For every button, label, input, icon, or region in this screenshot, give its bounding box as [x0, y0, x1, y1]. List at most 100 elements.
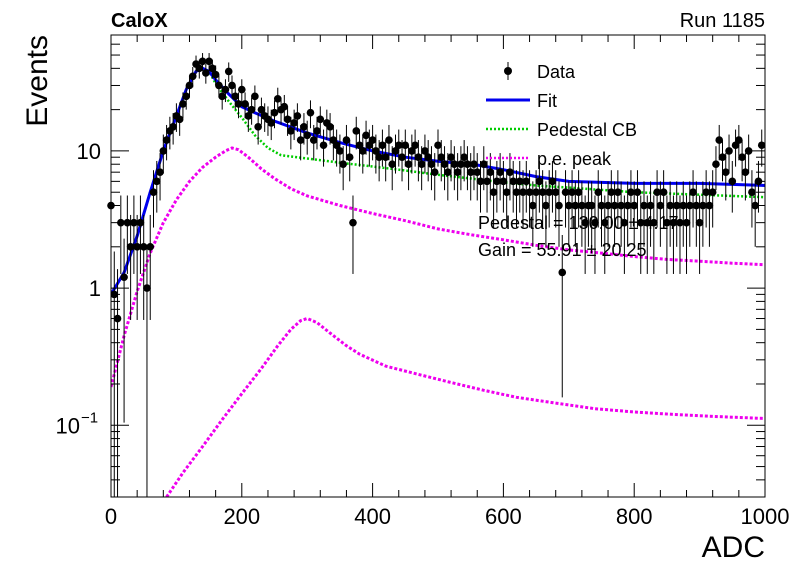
data-point-marker: [721, 168, 730, 176]
data-point-marker: [362, 131, 370, 140]
data-point-marker: [388, 160, 397, 169]
data-point: [238, 79, 246, 103]
data-point-marker: [130, 218, 138, 227]
data-point-marker: [466, 168, 475, 176]
data-point-marker: [574, 188, 583, 197]
data-point-marker: [287, 127, 295, 135]
data-point-marker: [757, 141, 766, 150]
data-point-marker: [247, 105, 256, 114]
data-point: [156, 153, 164, 201]
data-point-marker: [179, 100, 187, 108]
data-point-marker: [175, 115, 184, 124]
data-point-marker: [515, 177, 524, 186]
data-point: [614, 170, 622, 228]
data-point-marker: [303, 131, 312, 140]
data-point: [470, 146, 478, 191]
data-point-marker: [234, 100, 243, 108]
data-point-marker: [414, 153, 423, 162]
data-point-marker: [296, 136, 305, 144]
data-point: [447, 140, 455, 182]
data-point: [385, 124, 393, 161]
data-point-marker: [470, 160, 478, 169]
data-point: [404, 146, 413, 191]
data-point-marker: [512, 188, 521, 197]
data-point: [188, 66, 197, 88]
data-point: [257, 97, 266, 125]
data-point: [643, 195, 652, 274]
data-point: [600, 195, 609, 274]
data-point: [640, 181, 648, 247]
data-point-marker: [568, 188, 576, 197]
y-tick-label: 1: [89, 276, 101, 301]
data-point: [695, 195, 704, 274]
data-point: [493, 160, 501, 213]
data-point: [578, 181, 586, 247]
data-point-marker: [460, 153, 468, 162]
data-point-marker: [221, 85, 230, 94]
data-point: [653, 170, 661, 228]
data-point-marker: [447, 153, 455, 162]
data-point: [548, 160, 557, 213]
data-point: [336, 134, 344, 174]
data-point-marker: [610, 201, 619, 210]
data-point-marker: [267, 119, 276, 127]
data-point: [221, 79, 230, 103]
data-point-marker: [421, 147, 429, 155]
data-point: [368, 124, 377, 161]
data-point: [561, 170, 570, 228]
data-point-marker: [218, 92, 226, 101]
data-point-marker: [123, 218, 132, 227]
data-point-marker: [483, 177, 491, 186]
data-point-marker: [542, 201, 550, 210]
data-point-marker: [136, 218, 145, 227]
axis-ticks: [110, 34, 766, 498]
data-point: [434, 129, 442, 167]
data-point-marker: [735, 136, 743, 144]
data-point-marker: [385, 136, 393, 144]
data-point: [241, 92, 249, 119]
data-point-marker: [336, 147, 344, 155]
data-point: [751, 181, 759, 247]
data-point: [551, 170, 560, 228]
data-point-marker: [692, 201, 701, 210]
data-point: [666, 181, 674, 247]
data-point: [211, 65, 220, 86]
pedestal-cb-curve: [111, 66, 765, 296]
data-point: [421, 134, 429, 174]
data-point: [525, 170, 534, 228]
data-point-marker: [607, 188, 616, 197]
data-point: [430, 153, 439, 201]
data-point: [581, 195, 589, 274]
data-point: [636, 195, 645, 274]
data-point-marker: [126, 243, 135, 251]
data-point-marker: [689, 188, 697, 197]
data-point: [735, 124, 743, 161]
data-point-marker: [444, 168, 452, 176]
data-point-marker: [228, 81, 236, 90]
data-point: [728, 160, 737, 213]
data-point: [689, 170, 697, 228]
data-point: [303, 120, 312, 155]
data-point: [247, 97, 256, 125]
data-point: [287, 116, 295, 150]
data-point-marker: [355, 141, 364, 150]
data-point: [427, 146, 436, 191]
data-point-marker: [502, 188, 511, 197]
data-point: [270, 100, 279, 129]
data-point-marker: [672, 201, 681, 210]
data-point: [476, 160, 485, 213]
data-point: [378, 129, 387, 167]
data-point-marker: [578, 201, 586, 210]
data-point: [401, 129, 410, 167]
data-point: [466, 153, 475, 201]
legend-item-pe: p.e. peak: [486, 149, 612, 169]
data-point-marker: [594, 188, 603, 197]
data-point-marker: [309, 136, 318, 144]
data-point: [538, 170, 547, 228]
data-point-marker: [290, 119, 298, 127]
data-point: [460, 140, 468, 182]
data-point: [496, 153, 504, 201]
data-point-marker: [473, 168, 482, 176]
data-point-marker: [169, 122, 177, 131]
